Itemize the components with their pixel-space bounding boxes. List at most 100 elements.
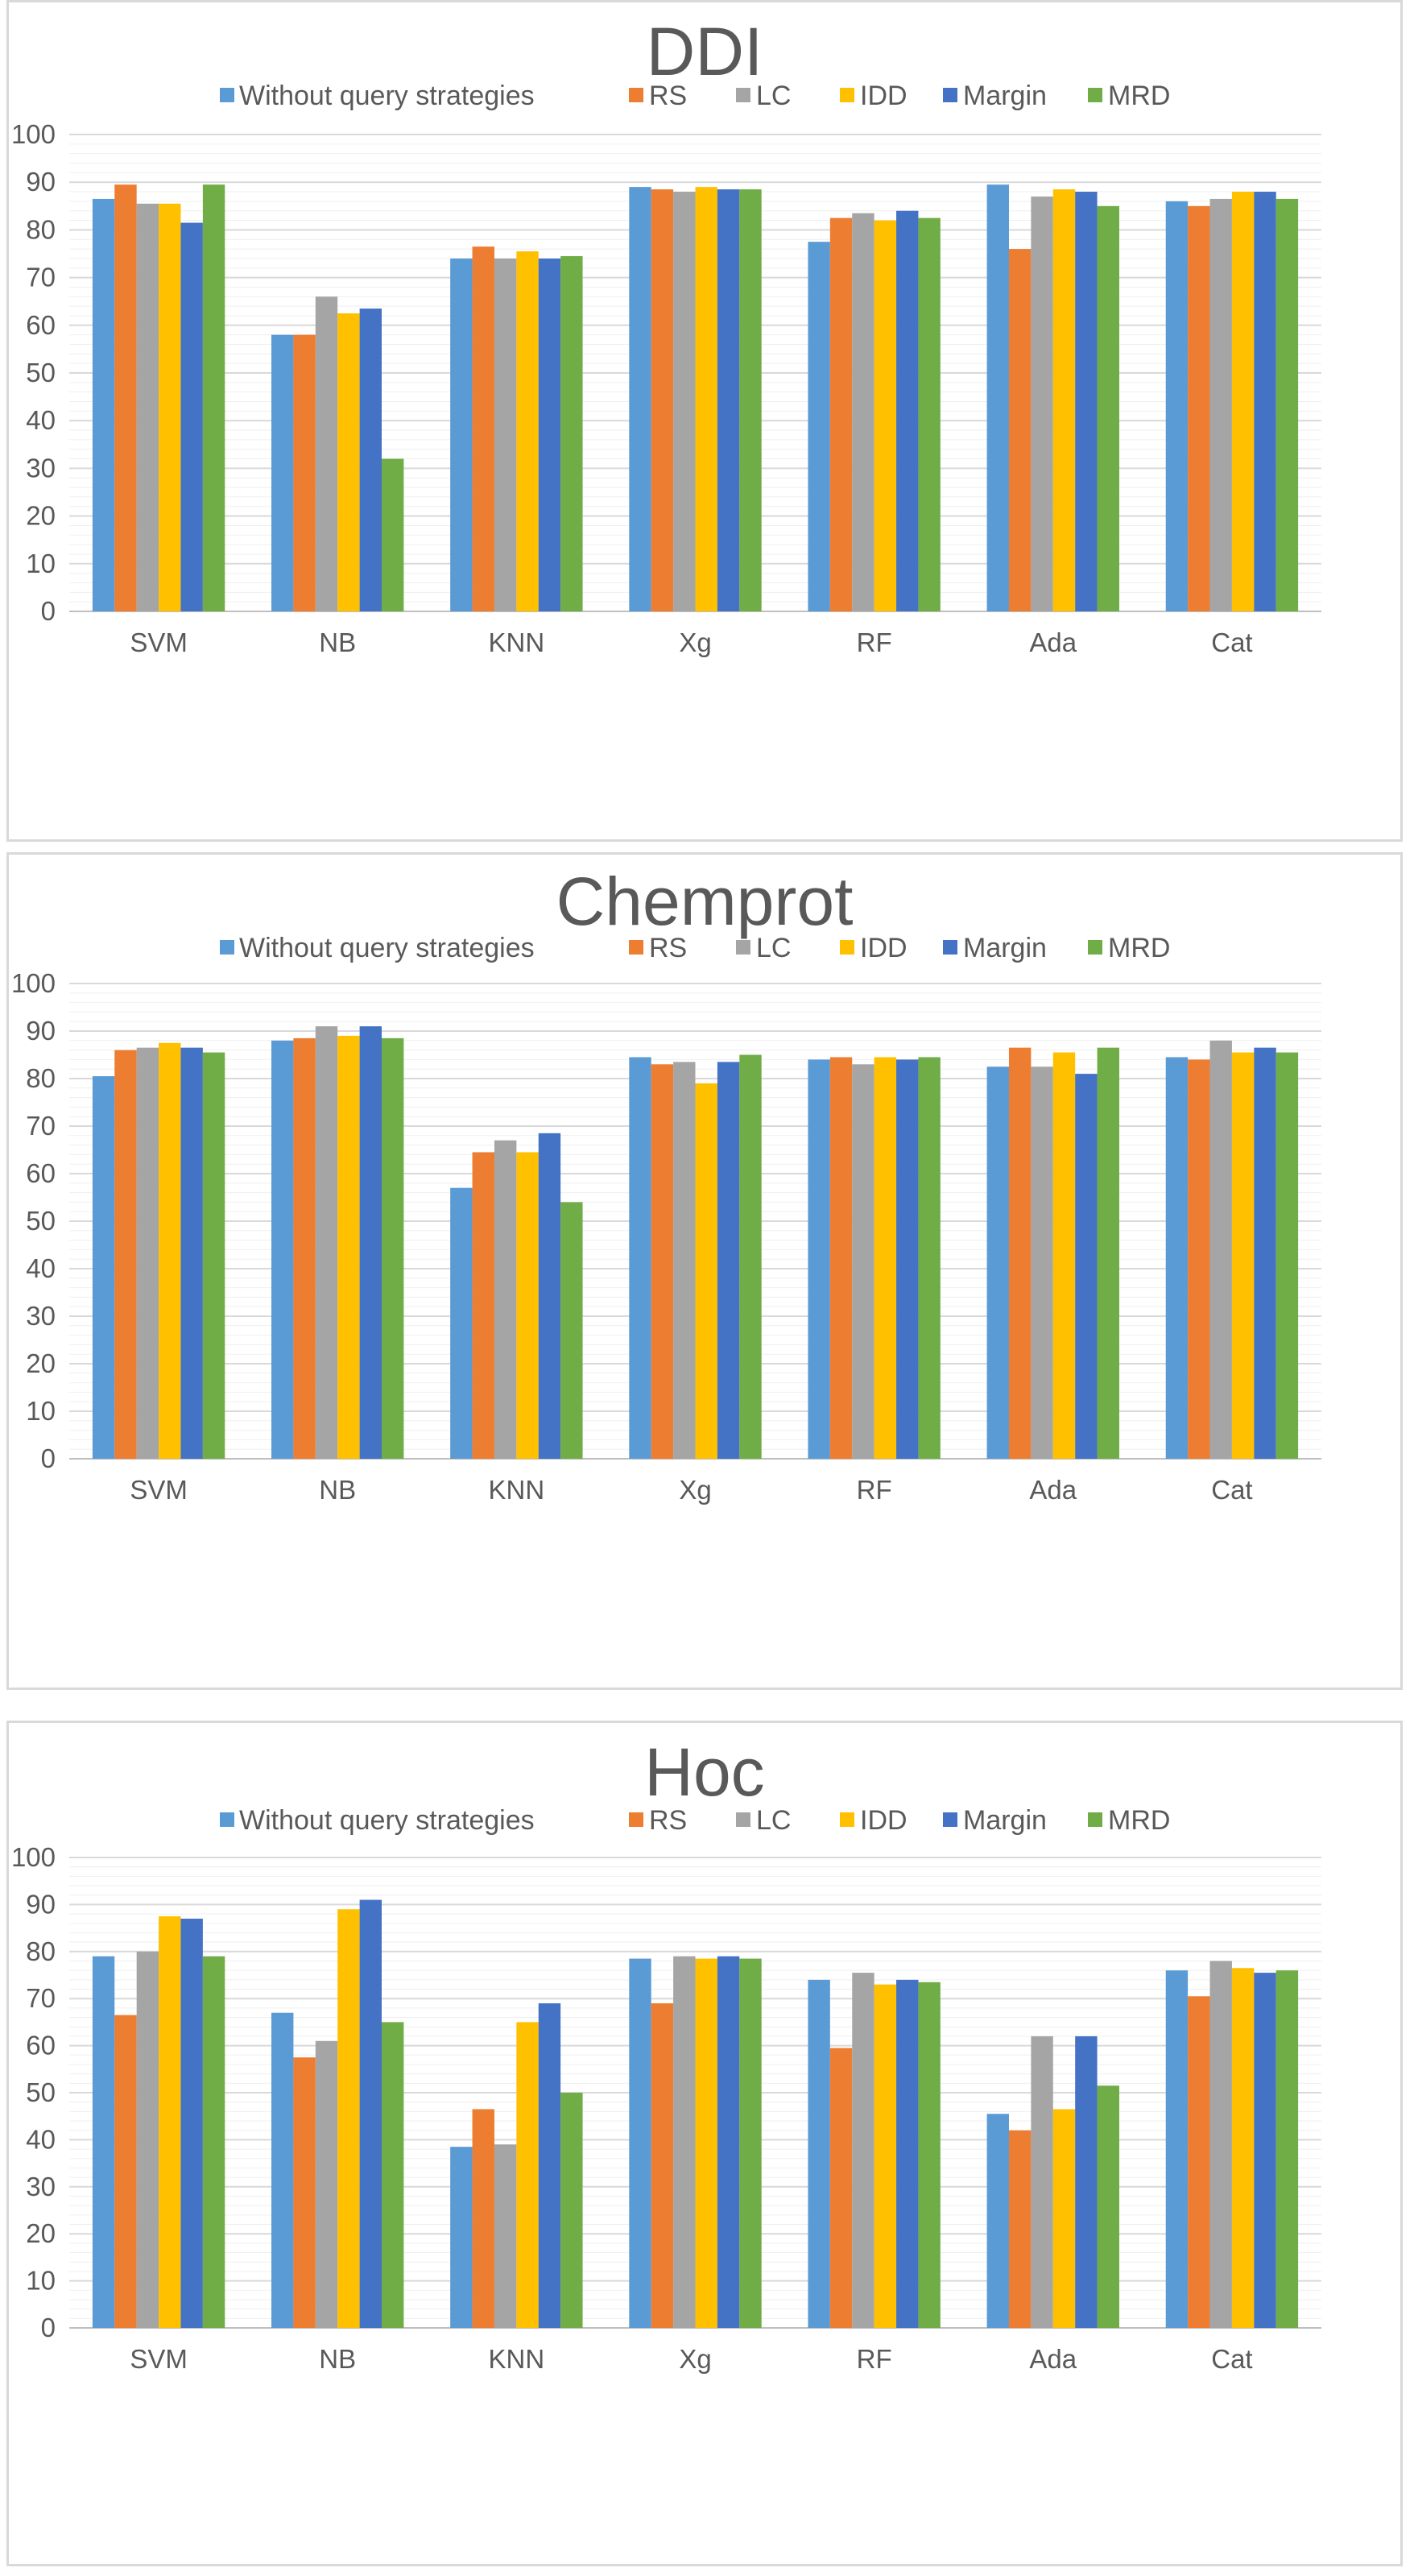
bar-knn-margin	[538, 2003, 561, 2328]
y-tick-label: 20	[26, 501, 56, 531]
legend-label-mrd: MRD	[1108, 81, 1170, 111]
bar-cat-without-query-strategies	[1165, 1057, 1189, 1459]
x-category-label: Ada	[1029, 2344, 1077, 2374]
bar-svm-without-query-strategies	[92, 1956, 115, 2328]
legend-swatch-idd	[840, 88, 854, 102]
legend-swatch-rs	[629, 1812, 643, 1827]
y-tick-label: 50	[26, 358, 56, 387]
bar-ada-margin	[1075, 1074, 1098, 1459]
bar-xg-lc	[673, 192, 696, 612]
legend-swatch-mrd	[1088, 940, 1102, 955]
bar-cat-idd	[1231, 1968, 1255, 2328]
y-tick-label: 80	[26, 214, 56, 244]
bar-ada-without-query-strategies	[986, 2114, 1009, 2328]
bar-xg-margin	[717, 189, 740, 611]
bar-nb-mrd	[382, 1037, 404, 1459]
y-tick-label: 90	[26, 1889, 56, 1919]
y-tick-label: 70	[26, 1983, 56, 2013]
y-tick-label: 40	[26, 405, 56, 435]
legend-label-rs: RS	[649, 933, 687, 963]
bar-nb-lc	[315, 2040, 338, 2328]
legend-label-lc: LC	[756, 81, 791, 111]
x-category-label: Xg	[679, 1475, 711, 1505]
bar-svm-without-query-strategies	[92, 198, 115, 612]
bar-nb-margin	[359, 1899, 382, 2328]
bar-svm-rs	[114, 1050, 137, 1459]
y-tick-label: 70	[26, 263, 56, 292]
bar-svm-idd	[159, 1042, 181, 1459]
y-tick-label: 30	[26, 453, 56, 482]
bar-cat-idd	[1231, 192, 1255, 612]
legend-swatch-lc	[736, 1812, 750, 1827]
bar-cat-mrd	[1275, 1052, 1299, 1459]
bar-cat-without-query-strategies	[1165, 1970, 1189, 2328]
chart-hoc: Hoc Without query strategies RS LC IDD Margin…	[11, 1734, 1321, 2374]
bar-knn-mrd	[560, 1202, 583, 1459]
bar-nb-without-query-strategies	[271, 334, 294, 611]
bar-nb-mrd	[382, 458, 404, 611]
bar-svm-idd	[159, 1916, 181, 2328]
bar-rf-lc	[852, 213, 874, 611]
legend-swatch-mrd	[1088, 88, 1102, 102]
bar-knn-rs	[472, 1152, 494, 1459]
bar-cat-without-query-strategies	[1165, 201, 1189, 611]
bar-knn-without-query-strategies	[450, 2147, 473, 2328]
x-category-label: NB	[319, 2344, 356, 2374]
bar-svm-margin	[180, 1918, 203, 2328]
legend-label-idd: IDD	[860, 81, 908, 111]
legend-swatch-rs	[629, 940, 643, 955]
bar-cat-rs	[1188, 1996, 1210, 2328]
x-category-label: SVM	[130, 2344, 188, 2374]
bar-cat-mrd	[1275, 1970, 1299, 2328]
bar-svm-mrd	[202, 1956, 225, 2328]
x-category-label: NB	[319, 627, 356, 657]
legend-swatch-lc	[736, 88, 750, 102]
bar-xg-without-query-strategies	[629, 1958, 651, 2328]
y-tick-label: 80	[26, 1936, 56, 1966]
y-tick-label: 10	[26, 1396, 56, 1426]
chart-panel-hoc: Hoc Without query strategies RS LC IDD Margin…	[6, 1721, 1403, 2566]
bar-nb-idd	[337, 313, 360, 611]
legend-label-rs: RS	[649, 81, 687, 111]
bar-xg-rs	[651, 1064, 674, 1459]
legend-label-idd: IDD	[860, 1805, 908, 1836]
chart-title: Hoc	[644, 1734, 764, 1810]
bar-knn-idd	[516, 1152, 539, 1459]
bar-knn-lc	[494, 1140, 517, 1459]
bar-rf-idd	[874, 1984, 897, 2328]
legend-swatch-idd	[840, 1812, 854, 1827]
bar-cat-lc	[1209, 198, 1232, 612]
bar-svm-without-query-strategies	[92, 1076, 115, 1459]
chart-ddi: DDI Without query strategies RS LC IDD Margin…	[11, 14, 1321, 657]
bar-svm-lc	[136, 1951, 159, 2328]
bar-knn-without-query-strategies	[450, 1187, 473, 1459]
bar-knn-mrd	[560, 2093, 583, 2328]
x-category-label: RF	[857, 1475, 892, 1505]
y-tick-label: 20	[26, 1348, 56, 1378]
y-tick-label: 70	[26, 1111, 56, 1141]
bar-ada-lc	[1031, 1066, 1053, 1459]
bar-knn-idd	[516, 251, 539, 611]
x-category-label: NB	[319, 1475, 356, 1505]
bar-knn-mrd	[560, 255, 583, 611]
bar-cat-rs	[1188, 205, 1210, 612]
legend-label-without-query-strategies: Without query strategies	[239, 1805, 535, 1836]
bar-knn-idd	[516, 2022, 539, 2328]
y-tick-label: 50	[26, 1206, 56, 1236]
x-category-label: KNN	[489, 627, 545, 657]
x-category-label: KNN	[489, 2344, 545, 2374]
legend-label-margin: Margin	[963, 933, 1047, 963]
bar-xg-rs	[651, 189, 674, 611]
legend-label-margin: Margin	[963, 81, 1047, 111]
bar-svm-margin	[180, 1047, 203, 1459]
x-category-label: KNN	[489, 1475, 545, 1505]
bar-ada-margin	[1075, 2036, 1098, 2328]
chart-title: DDI	[647, 14, 763, 89]
legend-label-mrd: MRD	[1108, 933, 1170, 963]
legend-label-mrd: MRD	[1108, 1805, 1170, 1836]
bar-xg-mrd	[739, 189, 762, 611]
y-tick-label: 0	[41, 596, 56, 626]
y-tick-label: 0	[41, 2313, 56, 2342]
legend-label-rs: RS	[649, 1805, 687, 1836]
bar-xg-without-query-strategies	[629, 187, 651, 611]
